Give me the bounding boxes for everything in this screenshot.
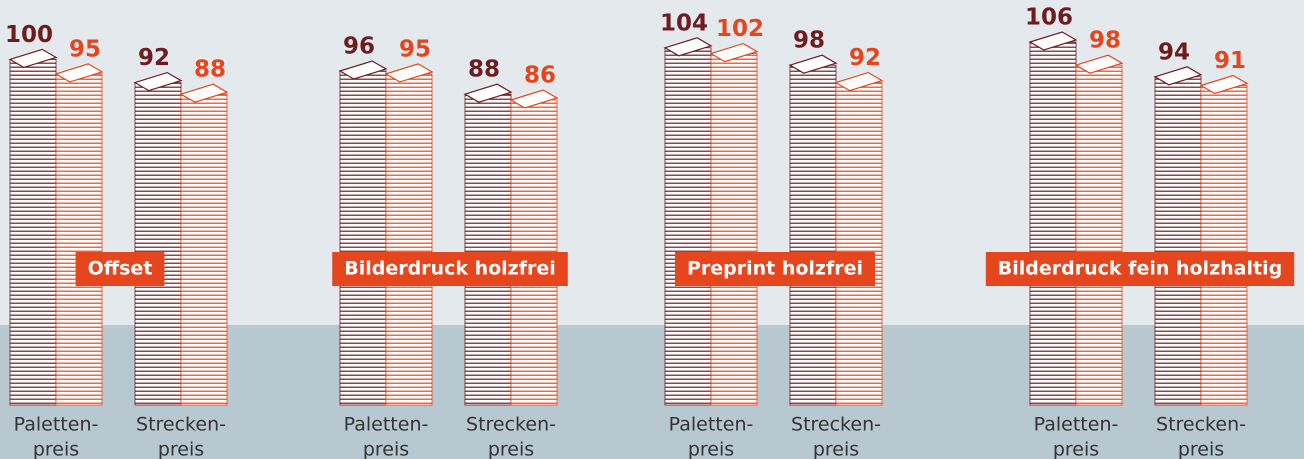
category-label: Paletten- <box>1034 414 1119 436</box>
value-label: 92 <box>849 45 881 71</box>
group-label: Bilderdruck fein holzhaltig <box>998 258 1282 280</box>
paper-stack <box>181 94 227 405</box>
category-label: preis <box>1053 439 1099 459</box>
value-label: 98 <box>1089 28 1121 54</box>
paper-stack <box>56 74 102 405</box>
category-label: preis <box>1178 439 1224 459</box>
paper-stack <box>711 54 757 405</box>
group-label: Bilderdruck holzfrei <box>344 258 556 280</box>
category-label: Strecken- <box>466 414 556 436</box>
category-label: Strecken- <box>791 414 881 436</box>
paper-stack <box>386 74 432 405</box>
category-label: Paletten- <box>344 414 429 436</box>
paper-stack <box>135 83 181 405</box>
category-label: preis <box>33 439 79 459</box>
category-label: Strecken- <box>136 414 226 436</box>
value-label: 106 <box>1025 5 1073 31</box>
paper-stack <box>10 59 56 405</box>
paper-stack <box>1201 86 1247 406</box>
category-label: Strecken- <box>1156 414 1246 436</box>
category-label: preis <box>813 439 859 459</box>
category-label: Paletten- <box>669 414 754 436</box>
category-label: preis <box>363 439 409 459</box>
value-label: 98 <box>793 28 825 54</box>
value-label: 100 <box>5 22 53 48</box>
chart: 100 95 Paletten-preis 92 88 Strecken-preis Off… <box>0 0 1304 459</box>
paper-stack <box>1076 65 1122 405</box>
paper-stack <box>790 65 836 405</box>
value-label: 102 <box>716 16 764 42</box>
value-label: 86 <box>524 63 556 89</box>
group-label: Offset <box>88 258 153 280</box>
paper-stack <box>465 94 511 405</box>
value-label: 91 <box>1214 48 1246 74</box>
value-label: 94 <box>1158 39 1190 65</box>
value-label: 104 <box>660 10 708 36</box>
value-label: 88 <box>468 57 500 83</box>
value-label: 92 <box>138 45 170 71</box>
paper-stack <box>665 48 711 405</box>
value-label: 88 <box>194 57 226 83</box>
value-label: 96 <box>343 34 375 60</box>
category-label: Paletten- <box>14 414 99 436</box>
paper-stack <box>340 71 386 405</box>
category-label: preis <box>158 439 204 459</box>
value-label: 95 <box>399 36 431 62</box>
paper-stack <box>1030 42 1076 405</box>
value-label: 95 <box>69 36 101 62</box>
paper-stack <box>1155 77 1201 405</box>
paper-stack <box>836 83 882 405</box>
group-label: Preprint holzfrei <box>687 258 863 280</box>
category-label: preis <box>488 439 534 459</box>
category-label: preis <box>688 439 734 459</box>
